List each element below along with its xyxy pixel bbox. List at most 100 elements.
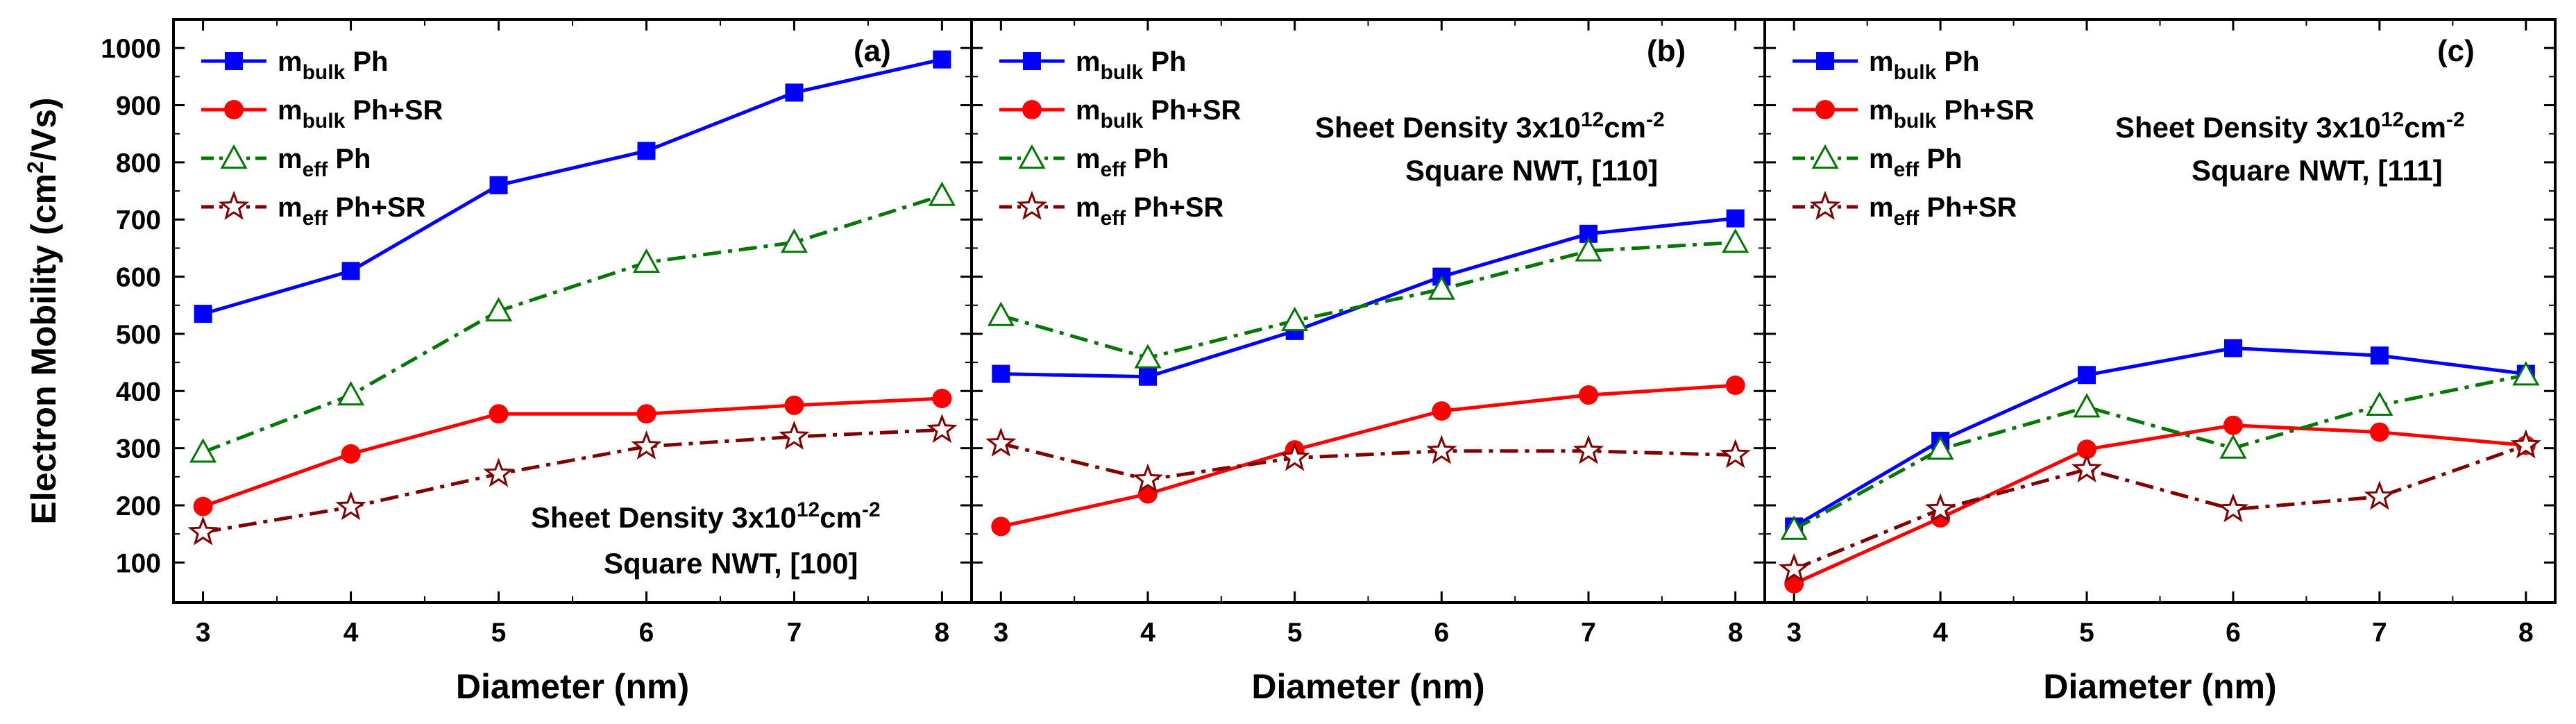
data-point bbox=[2073, 393, 2101, 418]
y-tick-label: 400 bbox=[116, 377, 161, 407]
y-tick-label: 700 bbox=[116, 205, 161, 235]
y-axis-title: Electron Mobility (cm2/Vs) bbox=[23, 97, 63, 524]
series-line bbox=[202, 194, 943, 454]
y-tick-label: 800 bbox=[116, 149, 161, 178]
x-tick-label: 7 bbox=[787, 618, 802, 648]
legend-marker bbox=[1811, 144, 1839, 169]
data-point bbox=[193, 496, 213, 516]
series-mbulk_phsr bbox=[193, 389, 952, 516]
legend-label: mbulk Ph bbox=[1076, 47, 1186, 84]
chart-text: Electron Mobility (cm2/Vs) 100 200 300 400 50… bbox=[23, 34, 2534, 706]
data-point bbox=[1924, 493, 1956, 523]
data-point bbox=[1427, 275, 1455, 300]
x-tick-label: 7 bbox=[1581, 618, 1596, 648]
annotation-line1: Sheet Density 3x1012cm-2 bbox=[1315, 108, 1665, 144]
data-point bbox=[1779, 553, 1810, 583]
data-point bbox=[2071, 453, 2103, 482]
x-tick-label: 6 bbox=[2226, 618, 2241, 648]
series-mbulk_ph bbox=[194, 50, 951, 323]
y-tick-label: 300 bbox=[116, 435, 161, 464]
series-meff_ph bbox=[189, 181, 956, 463]
legend-marker bbox=[224, 100, 244, 119]
data-point bbox=[1722, 228, 1749, 253]
legend-marker bbox=[225, 52, 243, 70]
annotation-line2: Square NWT, [111] bbox=[2192, 154, 2443, 187]
data-point bbox=[2223, 415, 2243, 435]
data-point bbox=[631, 430, 662, 460]
x-tick-label: 8 bbox=[2518, 618, 2534, 648]
y-tick-label: 900 bbox=[116, 92, 161, 121]
data-point bbox=[1573, 435, 1604, 464]
data-point bbox=[991, 516, 1011, 537]
x-tick-label: 7 bbox=[2372, 618, 2387, 648]
series-mbulk_ph bbox=[1785, 339, 2535, 536]
panel-frames bbox=[172, 18, 2557, 604]
legend-label: mbulk Ph bbox=[1869, 47, 1979, 84]
panel-3 bbox=[1763, 18, 2557, 604]
legend-marker bbox=[1809, 190, 1841, 220]
legend: mbulk Ph mbulk Ph+SR meff Ph meff Ph+SR bbox=[201, 47, 443, 230]
data-point bbox=[1725, 376, 1745, 396]
panel-label: (c) bbox=[2437, 34, 2475, 68]
data-point bbox=[2223, 339, 2242, 357]
series-line bbox=[1793, 423, 2527, 586]
annotation-line2: Square NWT, [100] bbox=[604, 547, 858, 580]
data-point bbox=[1432, 401, 1452, 421]
y-tick-label: 100 bbox=[116, 548, 161, 578]
panel-label: (b) bbox=[1647, 34, 1686, 68]
data-point bbox=[489, 176, 508, 194]
series-line bbox=[1000, 383, 1736, 528]
series-line bbox=[1001, 217, 1736, 379]
data-point bbox=[2219, 434, 2247, 459]
legend-marker bbox=[1022, 100, 1042, 119]
data-point bbox=[1281, 306, 1309, 332]
data-point bbox=[187, 516, 219, 546]
annotation-line2: Square NWT, [110] bbox=[1405, 154, 1658, 187]
y-tick-label: 500 bbox=[116, 320, 161, 350]
data-point bbox=[779, 420, 810, 450]
series-line bbox=[1000, 240, 1736, 360]
data-point bbox=[992, 364, 1010, 383]
series-meff_phsr bbox=[985, 427, 1751, 493]
series-meff_ph bbox=[987, 228, 1749, 369]
legend-label: mbulk Ph+SR bbox=[1869, 95, 2035, 133]
x-tick-label: 8 bbox=[935, 618, 950, 648]
data-point bbox=[2077, 439, 2097, 460]
data-point bbox=[985, 427, 1017, 457]
data-point bbox=[1926, 435, 1954, 460]
data-point bbox=[341, 444, 361, 464]
data-point bbox=[1780, 515, 1808, 540]
data-point bbox=[189, 438, 217, 463]
legend-marker bbox=[1023, 52, 1041, 70]
legend-marker bbox=[220, 144, 248, 169]
series-meff_ph bbox=[1780, 361, 2540, 540]
data-point bbox=[2369, 422, 2389, 442]
data-point bbox=[341, 262, 360, 280]
x-tick-label: 6 bbox=[1434, 618, 1449, 648]
legend-marker bbox=[1018, 144, 1046, 169]
legend-label: meff Ph bbox=[1869, 144, 1962, 181]
data-point bbox=[1426, 435, 1457, 464]
x-tick-label: 5 bbox=[2079, 618, 2094, 648]
legend-marker bbox=[1016, 190, 1048, 220]
legend-label: meff Ph bbox=[1076, 144, 1169, 181]
data-point bbox=[483, 457, 514, 487]
data-series bbox=[187, 50, 2541, 593]
data-point bbox=[2512, 361, 2540, 386]
data-point bbox=[780, 228, 808, 253]
data-point bbox=[2364, 480, 2396, 510]
data-point bbox=[636, 404, 656, 424]
data-point bbox=[1575, 237, 1602, 262]
annotation-line1: Sheet Density 3x1012cm-2 bbox=[2115, 108, 2465, 144]
data-point bbox=[335, 491, 366, 521]
data-point bbox=[932, 389, 952, 408]
data-point bbox=[1720, 439, 1751, 469]
data-point bbox=[1726, 209, 1745, 228]
data-point bbox=[933, 50, 951, 69]
legend-label: meff Ph+SR bbox=[1869, 192, 2017, 230]
x-tick-label: 3 bbox=[196, 618, 211, 648]
x-tick-label: 4 bbox=[1140, 618, 1155, 648]
data-point bbox=[2510, 429, 2541, 459]
x-axis-title: Diameter (nm) bbox=[456, 667, 689, 706]
